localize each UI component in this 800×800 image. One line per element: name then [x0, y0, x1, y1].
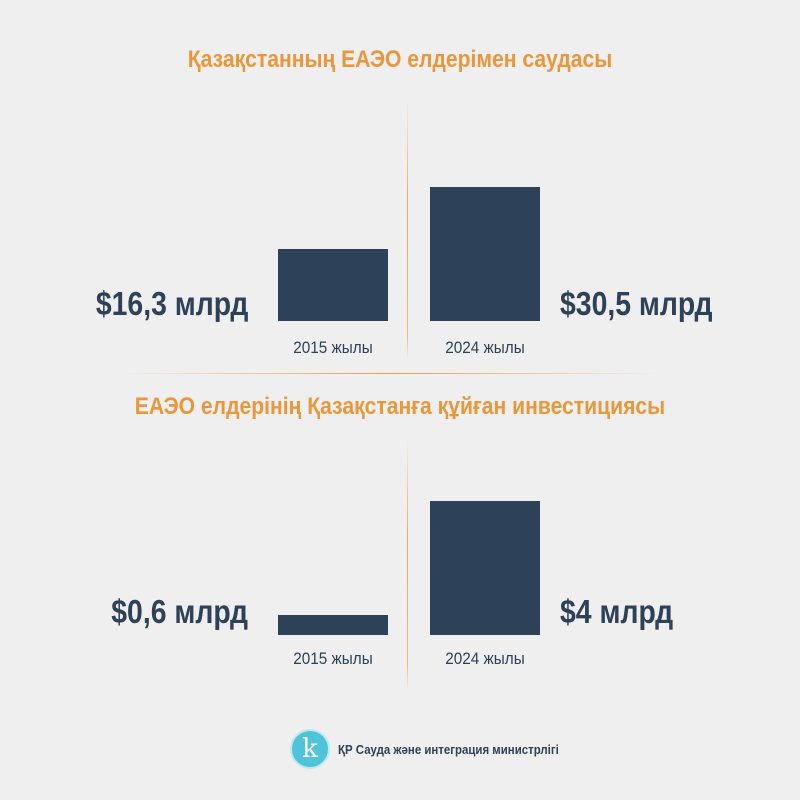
- bar-2024: [430, 501, 540, 635]
- chart-1-title: Қазақстанның ЕАЭО елдерімен саудасы: [187, 46, 613, 73]
- divider-horizontal: [120, 373, 660, 374]
- category-label-2015: 2015 жылы: [293, 338, 373, 357]
- k-circle-logo-icon: k: [290, 729, 330, 769]
- category-label-2024: 2024 жылы: [445, 338, 525, 357]
- trade-chart: $16,3 млрд $30,5 млрд 2015 жылы 2024 жыл…: [0, 0, 800, 373]
- category-label-2015: 2015 жылы: [293, 649, 373, 668]
- bar-2015: [278, 249, 388, 321]
- bar-2024: [430, 187, 540, 321]
- value-label-2015: $16,3 млрд: [95, 285, 248, 322]
- value-label-2024: $4 млрд: [560, 593, 674, 630]
- ministry-name: ҚР Сауда және интеграция министрлігі: [338, 741, 559, 757]
- bar-2015: [278, 614, 388, 635]
- value-label-2024: $30,5 млрд: [560, 285, 713, 322]
- value-label-2015: $0,6 млрд: [111, 593, 248, 630]
- footer: k ҚР Сауда және интеграция министрлігі: [290, 728, 589, 770]
- divider-vertical: [407, 440, 408, 690]
- divider-vertical: [407, 100, 408, 360]
- category-label-2024: 2024 жылы: [445, 649, 525, 668]
- chart-2-title: ЕАЭО елдерінің Қазақстанға құйған инвест…: [134, 393, 666, 420]
